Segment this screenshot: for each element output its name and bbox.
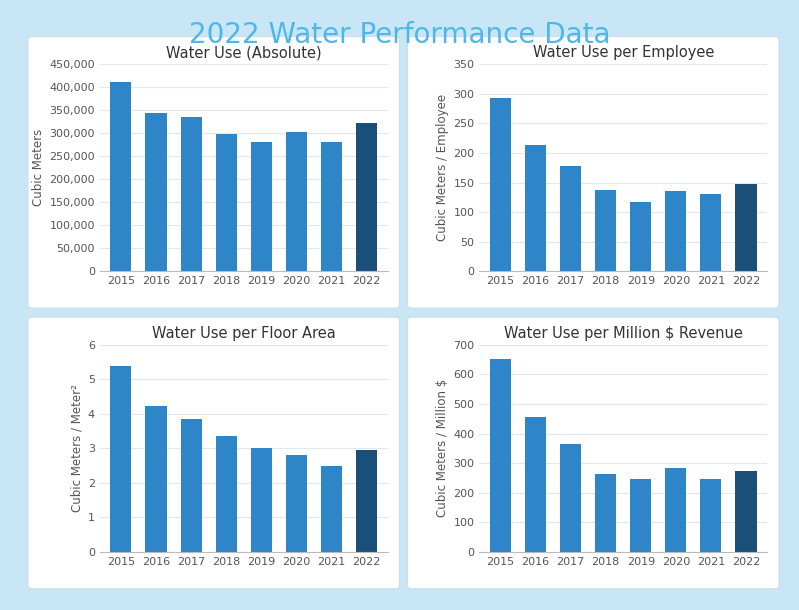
Bar	[145, 406, 166, 552]
Bar	[181, 419, 201, 552]
Bar	[356, 123, 377, 271]
Y-axis label: Cubic Meters / Million $: Cubic Meters / Million $	[436, 379, 449, 517]
Y-axis label: Cubic Meters / Employee: Cubic Meters / Employee	[436, 94, 449, 242]
Bar	[181, 117, 201, 271]
Bar	[216, 436, 237, 552]
Y-axis label: Cubic Meters: Cubic Meters	[32, 129, 46, 206]
Bar	[490, 98, 511, 271]
Bar	[525, 417, 546, 552]
Y-axis label: Cubic Meters / Meter²: Cubic Meters / Meter²	[71, 384, 84, 512]
Bar	[110, 82, 132, 271]
Bar	[701, 479, 721, 552]
Title: Water Use per Floor Area: Water Use per Floor Area	[152, 326, 336, 341]
Bar	[321, 465, 342, 552]
Bar	[356, 450, 377, 552]
Title: Water Use per Employee: Water Use per Employee	[532, 45, 714, 60]
Bar	[145, 113, 166, 271]
Bar	[595, 190, 616, 271]
Bar	[110, 367, 132, 552]
Bar	[560, 166, 581, 271]
Title: Water Use per Million $ Revenue: Water Use per Million $ Revenue	[504, 326, 742, 341]
Bar	[251, 142, 272, 271]
Bar	[216, 134, 237, 271]
Bar	[595, 473, 616, 552]
Bar	[560, 444, 581, 552]
Bar	[321, 142, 342, 271]
Bar	[666, 468, 686, 552]
Bar	[525, 145, 546, 271]
Bar	[666, 191, 686, 271]
Bar	[490, 359, 511, 552]
Bar	[286, 455, 307, 552]
Text: 2022 Water Performance Data: 2022 Water Performance Data	[189, 21, 610, 49]
Bar	[630, 479, 651, 552]
Title: Water Use (Absolute): Water Use (Absolute)	[166, 45, 321, 60]
Bar	[630, 202, 651, 271]
Bar	[251, 448, 272, 552]
Bar	[735, 184, 757, 271]
Bar	[701, 195, 721, 271]
Bar	[286, 132, 307, 271]
Bar	[735, 470, 757, 552]
